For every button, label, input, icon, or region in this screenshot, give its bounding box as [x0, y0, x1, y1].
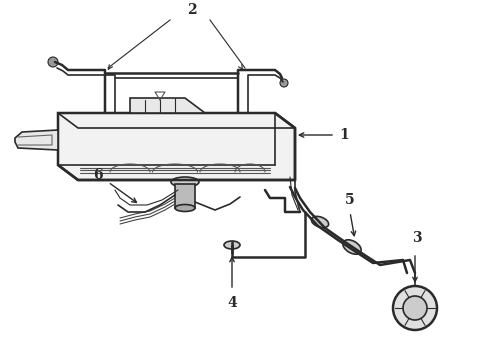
- Text: 2: 2: [187, 3, 197, 17]
- Text: 6: 6: [93, 168, 103, 182]
- Circle shape: [48, 57, 58, 67]
- Ellipse shape: [171, 177, 199, 187]
- Circle shape: [403, 296, 427, 320]
- Text: 3: 3: [412, 231, 422, 245]
- Text: 4: 4: [227, 296, 237, 310]
- Ellipse shape: [343, 240, 361, 254]
- Ellipse shape: [224, 241, 240, 249]
- Circle shape: [280, 79, 288, 87]
- Text: 5: 5: [345, 193, 355, 207]
- Ellipse shape: [175, 204, 195, 212]
- Text: 1: 1: [339, 128, 349, 142]
- Ellipse shape: [311, 216, 329, 228]
- Polygon shape: [15, 130, 58, 150]
- Polygon shape: [175, 184, 195, 208]
- Polygon shape: [130, 98, 205, 113]
- Polygon shape: [58, 113, 295, 180]
- Circle shape: [393, 286, 437, 330]
